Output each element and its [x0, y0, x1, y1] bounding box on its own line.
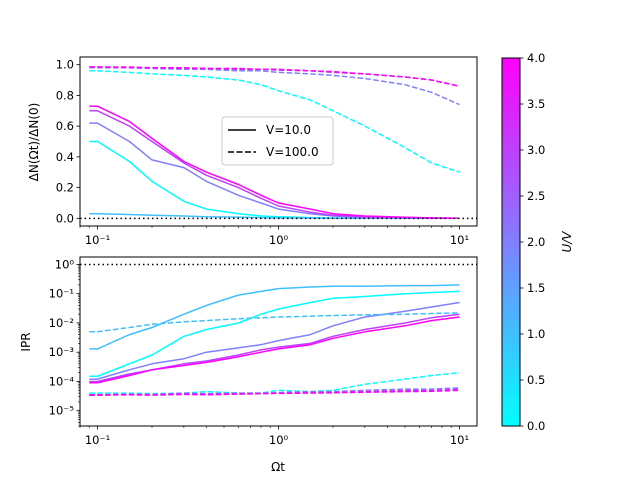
- colorbar-tick-label-3: 1.5: [527, 281, 545, 295]
- bottom-plot-frame: [79, 256, 478, 427]
- bottom-series-line-0: [89, 290, 460, 378]
- colorbar-tick-label-4: 2.0: [527, 235, 545, 249]
- top-x-axis: 10⁻¹ 10⁰ 10¹: [79, 226, 469, 247]
- top-y-axis: 0.0 0.2 0.4 0.6 0.8 1.0: [56, 58, 80, 225]
- top-ytick-label-4: 0.8: [56, 88, 74, 102]
- legend-label-v100: V=100.0: [266, 145, 319, 159]
- bottom-xtick-label-1: 10⁰: [269, 433, 289, 447]
- top-y-axis-label: ΔN(Ωt)/ΔN(0): [27, 103, 41, 182]
- bottom-series-line-9: [89, 389, 460, 396]
- top-ytick-label-5: 1.0: [56, 58, 74, 72]
- top-series-group: [89, 66, 460, 220]
- colorbar-gradient: [501, 57, 521, 427]
- top-xtick-label-0: 10⁻¹: [85, 233, 110, 247]
- colorbar-tick-label-6: 3.0: [527, 143, 545, 157]
- legend-label-v10: V=10.0: [266, 123, 311, 137]
- colorbar-label: U/V: [560, 231, 574, 253]
- bottom-series-line-4: [89, 316, 460, 384]
- top-series-line-4: [89, 105, 460, 219]
- bottom-ytick-label-5: 10⁰: [55, 257, 75, 271]
- bottom-series-group: [89, 284, 460, 396]
- top-xtick-label-1: 10⁰: [269, 233, 289, 247]
- top-series-line-5: [89, 70, 460, 173]
- colorbar-ticks: 0.0 0.5 1.0 1.5 2.0 2.5 3.0 3.5 4.0: [520, 51, 545, 433]
- x-axis-label: Ωt: [271, 460, 285, 474]
- top-panel: 0.0 0.2 0.4 0.6 0.8 1.0 10⁻¹ 10⁰ 10¹ ΔN(Ωt)/ΔN(…: [27, 56, 478, 247]
- colorbar: 0.0 0.5 1.0 1.5 2.0 2.5 3.0 3.5 4.0 U/V: [501, 51, 574, 433]
- bottom-ytick-label-4: 10⁻¹: [49, 287, 74, 301]
- top-series-line-8: [89, 66, 460, 87]
- colorbar-tick-label-5: 2.5: [527, 189, 545, 203]
- bottom-ytick-label-2: 10⁻³: [49, 345, 75, 359]
- bottom-xtick-label-0: 10⁻¹: [85, 433, 110, 447]
- bottom-panel: 10⁻⁵ 10⁻⁴ 10⁻³ 10⁻² 10⁻¹ 10⁰ 10⁻¹ 10⁰ 10¹ IPR Ω…: [19, 256, 478, 474]
- bottom-xtick-label-2: 10¹: [450, 433, 469, 447]
- legend-box: [221, 116, 334, 166]
- bottom-series-line-6: [89, 312, 460, 333]
- top-ytick-label-2: 0.4: [56, 150, 74, 164]
- colorbar-tick-label-2: 1.0: [527, 327, 545, 341]
- bottom-ytick-label-3: 10⁻²: [49, 316, 74, 330]
- bottom-ytick-label-0: 10⁻⁵: [49, 404, 75, 418]
- colorbar-tick-label-7: 3.5: [527, 97, 545, 111]
- top-ytick-label-3: 0.6: [56, 119, 74, 133]
- colorbar-tick-label-0: 0.0: [527, 419, 545, 433]
- bottom-y-axis: 10⁻⁵ 10⁻⁴ 10⁻³ 10⁻² 10⁻¹ 10⁰: [49, 257, 80, 427]
- legend: V=10.0 V=100.0: [221, 116, 334, 166]
- bottom-y-axis-label: IPR: [19, 332, 33, 351]
- bottom-ytick-label-1: 10⁻⁴: [49, 374, 75, 388]
- top-ytick-label-1: 0.2: [56, 181, 74, 195]
- bottom-series-line-1: [89, 284, 460, 350]
- bottom-series-line-5: [89, 371, 460, 395]
- top-ytick-label-0: 0.0: [56, 211, 74, 225]
- colorbar-tick-label-1: 0.5: [527, 373, 545, 387]
- bottom-series-line-3: [89, 313, 460, 383]
- bottom-x-axis: 10⁻¹ 10⁰ 10¹: [79, 426, 469, 447]
- colorbar-tick-label-8: 4.0: [527, 51, 545, 65]
- bottom-series-line-2: [89, 301, 460, 380]
- top-xtick-label-2: 10¹: [450, 233, 469, 247]
